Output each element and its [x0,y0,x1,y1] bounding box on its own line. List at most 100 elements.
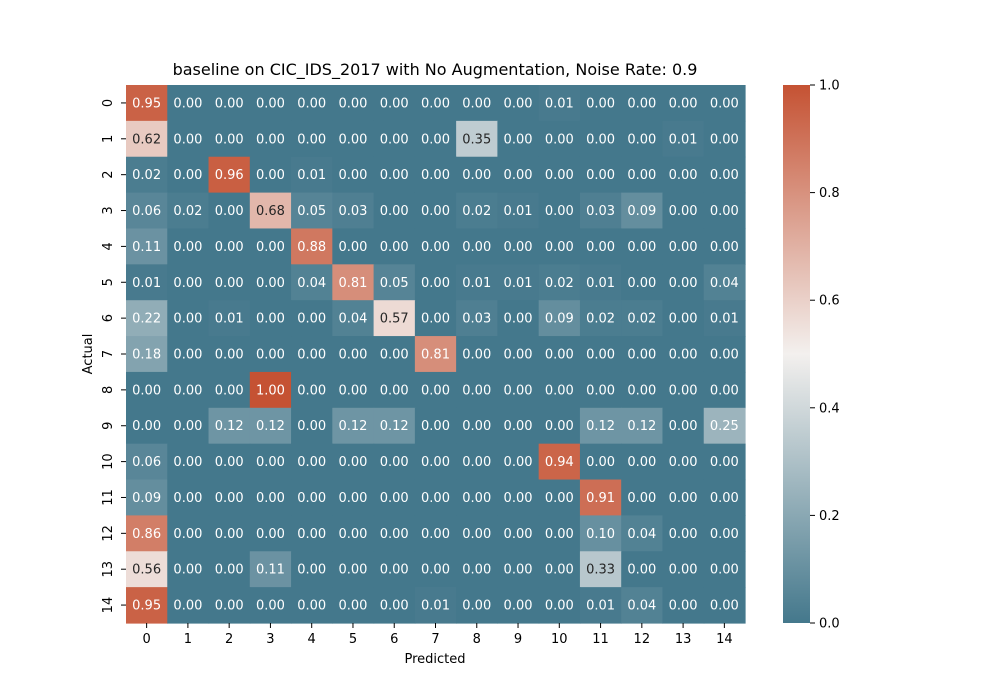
x-tick-label: 1 [184,632,192,647]
heatmap-cell [414,551,457,588]
cell-value-label: 0.00 [669,383,698,398]
cell-value-label: 0.02 [627,312,656,327]
heatmap-cell [249,336,292,373]
heatmap-cell [579,443,622,481]
cell-value-label: 0.00 [380,240,409,255]
cell-value-label: 0.00 [710,383,739,398]
colorbar-tick-label: 1.0 [819,79,840,94]
heatmap-cell [332,587,375,624]
heatmap-cell [703,407,746,445]
heatmap-cell [291,85,333,122]
heatmap-cell [332,515,375,552]
colorbar [783,85,810,623]
heatmap-cell [538,443,581,481]
cell-value-label: 0.00 [627,348,656,363]
heatmap-cell [456,551,498,588]
cell-value-label: 0.00 [215,599,244,614]
heatmap-cell [456,336,498,373]
cell-value-label: 0.95 [132,96,161,111]
heatmap-cell [249,515,292,552]
heatmap-cell [414,407,457,445]
cell-value-label: 0.00 [297,348,326,363]
heatmap-cell [703,228,746,265]
cell-value-label: 0.00 [545,419,574,434]
cell-value-label: 0.00 [380,204,409,219]
cell-value-label: 0.00 [297,527,326,542]
cell-value-label: 0.00 [338,240,367,255]
heatmap-cell [703,587,746,624]
cell-value-label: 0.00 [710,563,739,578]
y-tick-label: 7 [101,350,116,358]
cell-value-label: 0.00 [173,563,202,578]
heatmap-cell [208,120,251,158]
x-axis-label: Predicted [404,652,465,667]
heatmap-cell [456,479,498,516]
heatmap-cell [414,85,457,122]
cell-value-label: 0.00 [215,455,244,470]
cell-value-label: 0.00 [669,96,698,111]
heatmap-cell [662,228,705,265]
heatmap-cell [167,264,210,301]
heatmap-cell [167,443,210,481]
heatmap-cell [332,264,375,301]
y-tick-label: 10 [101,453,116,470]
cell-value-label: 0.00 [545,168,574,183]
heatmap-cell [497,443,540,481]
heatmap-cell [621,587,664,624]
cell-value-label: 0.00 [380,132,409,147]
cell-value-label: 0.62 [132,132,161,147]
heatmap-cell [662,85,705,122]
cell-value-label: 0.96 [215,168,244,183]
cell-value-label: 0.00 [256,599,285,614]
cell-value-label: 0.04 [710,276,739,291]
heatmap-cell [373,515,416,552]
heatmap-cell [291,156,333,194]
cell-value-label: 0.04 [297,276,326,291]
heatmap-cell [662,479,705,516]
cell-value-label: 0.00 [504,312,533,327]
heatmap-cell [456,156,498,194]
heatmap-cell [208,407,251,445]
heatmap-cell [621,407,664,445]
x-tick-label: 2 [225,632,233,647]
cell-value-label: 0.68 [256,204,285,219]
heatmap-cell [167,120,210,158]
cell-value-label: 0.02 [545,276,574,291]
heatmap-cell [249,551,292,588]
heatmap-cell [497,407,540,445]
heatmap-cell [621,156,664,194]
heatmap-cell [621,336,664,373]
cell-value-label: 0.01 [586,599,615,614]
heatmap-cell [373,551,416,588]
cell-value-label: 0.01 [504,276,533,291]
heatmap-cell [208,479,251,516]
heatmap-cell [332,192,375,230]
y-tick-label: 9 [101,422,116,430]
heatmap-cell [497,515,540,552]
cell-value-label: 0.06 [132,204,161,219]
cell-value-label: 0.04 [338,312,367,327]
cell-value-label: 0.00 [297,455,326,470]
heatmap-cell [208,156,251,194]
heatmap-cell [497,156,540,194]
heatmap-cell [414,479,457,516]
heatmap-cell [373,264,416,301]
colorbar-tick-label: 0.0 [819,617,840,632]
heatmap-cell [662,407,705,445]
heatmap-cell [208,85,251,122]
cell-value-label: 0.00 [669,419,698,434]
heatmap-cell [703,264,746,301]
heatmap-cell [497,85,540,122]
heatmap-cell [373,407,416,445]
heatmap-cell [167,85,210,122]
heatmap-cell [579,300,622,337]
heatmap-cell [373,300,416,337]
cell-value-label: 0.01 [132,276,161,291]
heatmap-cell [621,85,664,122]
heatmap-cell [291,443,333,481]
heatmap-cell [167,551,210,588]
cell-value-label: 0.00 [462,455,491,470]
heatmap-cell [126,587,168,624]
colorbar-tick-label: 0.4 [819,401,840,416]
